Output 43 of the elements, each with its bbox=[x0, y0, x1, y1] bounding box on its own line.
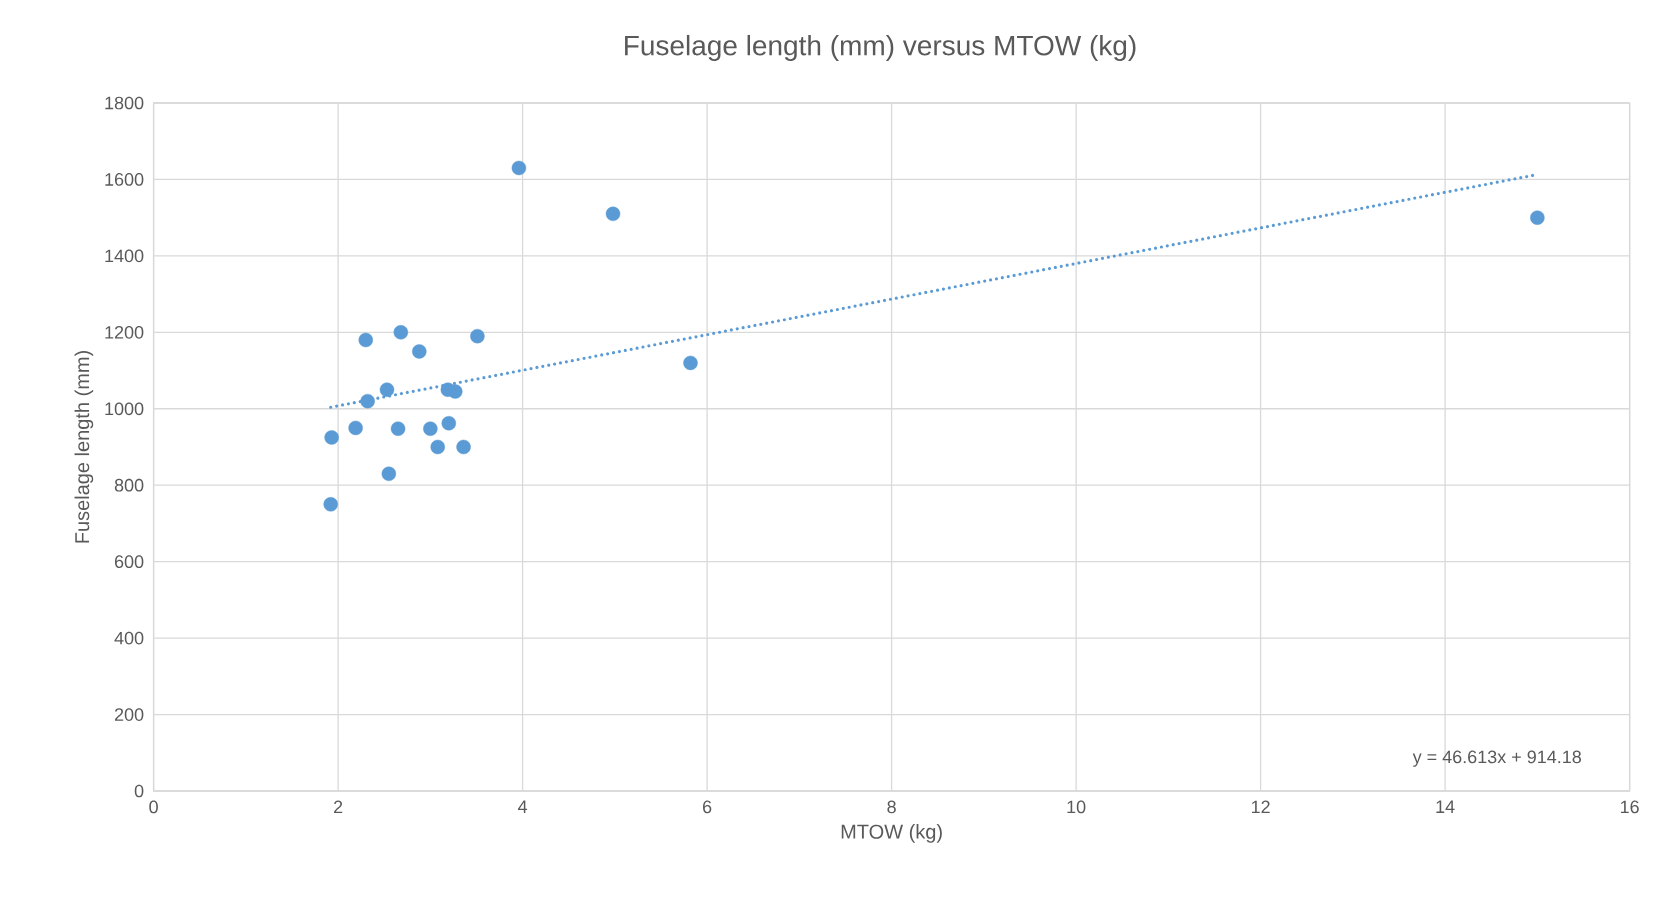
point bbox=[448, 384, 463, 399]
point bbox=[423, 421, 438, 436]
point bbox=[358, 332, 373, 348]
y-tick-label: 1200 bbox=[105, 325, 144, 339]
y-tick-label: 400 bbox=[114, 631, 144, 645]
x-tick-label: 14 bbox=[1436, 800, 1455, 813]
point bbox=[511, 160, 527, 176]
y-tick-label: 1800 bbox=[105, 96, 144, 110]
point bbox=[323, 497, 338, 512]
point bbox=[390, 421, 406, 436]
y-tick-label: 1400 bbox=[105, 249, 144, 263]
y-tick-label: 0 bbox=[134, 784, 144, 798]
point bbox=[360, 393, 375, 409]
point bbox=[324, 430, 339, 445]
x-tick-label: 8 bbox=[887, 800, 896, 814]
point bbox=[381, 466, 397, 481]
point bbox=[412, 344, 427, 359]
x-tick-label: 12 bbox=[1251, 800, 1270, 814]
x-axis-title: MTOW (kg) bbox=[841, 824, 942, 843]
y-tick-label: 800 bbox=[114, 478, 144, 492]
point bbox=[430, 439, 445, 455]
y-tick-label: 200 bbox=[114, 708, 144, 721]
point bbox=[605, 206, 621, 222]
point bbox=[348, 420, 363, 436]
chart-title: Fuselage length (mm) versus MTOW (kg) bbox=[625, 34, 1136, 62]
x-tick-label: 6 bbox=[703, 800, 712, 814]
point bbox=[683, 355, 698, 371]
x-tick-label: 4 bbox=[518, 800, 528, 813]
y-tick-label: 600 bbox=[114, 555, 144, 569]
x-tick-label: 2 bbox=[334, 800, 343, 814]
point bbox=[441, 416, 456, 431]
point bbox=[393, 325, 409, 340]
y-tick-label: 1000 bbox=[105, 402, 144, 416]
y-tick-label: 1600 bbox=[105, 173, 144, 186]
x-tick-label: 16 bbox=[1620, 800, 1639, 814]
point bbox=[456, 439, 471, 455]
x-tick-label: 10 bbox=[1067, 800, 1086, 814]
y-axis-title: Fuselage length (mm) bbox=[74, 351, 94, 543]
point bbox=[470, 328, 485, 344]
x-tick-label: 0 bbox=[149, 800, 158, 814]
point bbox=[1530, 210, 1545, 225]
annotation: y = 46.613x + 914.18 bbox=[1412, 750, 1581, 767]
point bbox=[379, 382, 395, 397]
